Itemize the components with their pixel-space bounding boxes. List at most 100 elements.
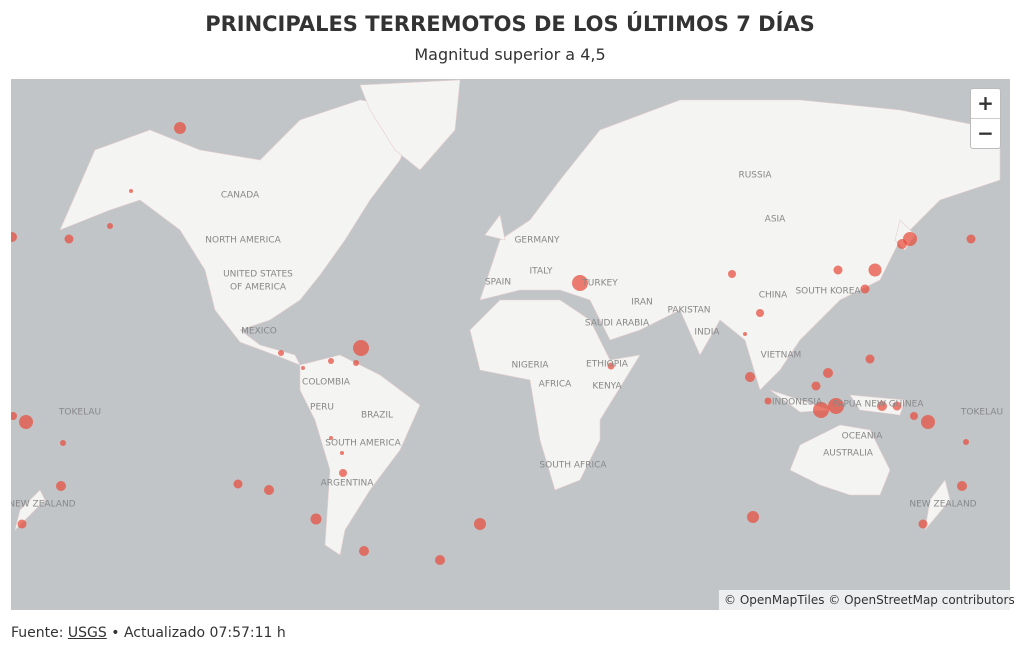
place-label: NEW ZEALAND — [11, 500, 76, 510]
place-label: SOUTH KOREA — [795, 287, 861, 297]
quake — [921, 415, 935, 429]
place-label: SPAIN — [485, 278, 511, 288]
place-label: GERMANY — [514, 236, 560, 246]
attribution: © OpenMapTiles © OpenStreetMap contribut… — [719, 590, 1020, 610]
place-label: CHINA — [759, 291, 788, 301]
place-label: BRAZIL — [361, 411, 393, 421]
place-label: IRAN — [631, 298, 652, 308]
place-label: ETHIOPIA — [586, 360, 629, 370]
quake — [353, 360, 359, 366]
quake — [823, 368, 833, 378]
place-label: ARGENTINA — [321, 479, 375, 489]
place-label: KENYA — [592, 382, 622, 392]
zoom-in-button[interactable]: + — [971, 89, 1000, 119]
place-label: MEXICO — [241, 327, 277, 337]
place-label: AFRICA — [539, 380, 573, 390]
quake — [107, 223, 113, 229]
quake — [897, 239, 907, 249]
quake — [607, 362, 615, 370]
quake — [811, 381, 821, 391]
quake — [339, 469, 347, 477]
place-label: INDIA — [694, 328, 720, 338]
quake — [756, 309, 764, 317]
title: PRINCIPALES TERREMOTOS DE LOS ÚLTIMOS 7 … — [205, 12, 815, 36]
quake — [11, 232, 17, 242]
quake — [957, 481, 967, 491]
place-label: PAKISTAN — [668, 306, 711, 316]
place-label: TOKELAU — [960, 408, 1003, 418]
place-label: PAPUA NEW GUINEA — [832, 400, 924, 410]
quake — [474, 518, 486, 530]
place-label: OCEANIA — [842, 432, 884, 442]
quake — [340, 451, 344, 455]
quake — [877, 401, 887, 411]
quake — [828, 398, 844, 414]
quake — [353, 340, 369, 356]
quake — [910, 412, 918, 420]
place-label: NORTH AMERICA — [205, 236, 281, 246]
place-label: RUSSIA — [738, 171, 772, 181]
quake — [301, 366, 305, 370]
map-layer: CANADA NORTH AMERICA UNITED STATES OF AM… — [11, 79, 1010, 610]
zoom-control: + − — [970, 88, 1001, 149]
place-label: TURKEY — [581, 279, 618, 289]
quake — [329, 436, 333, 440]
quake — [19, 415, 33, 429]
quake — [174, 122, 186, 134]
place-label: SAUDI ARABIA — [585, 319, 650, 329]
quake — [745, 372, 755, 382]
place-label: SOUTH AFRICA — [539, 461, 607, 471]
quake — [833, 265, 843, 275]
place-label: AUSTRALIA — [823, 449, 874, 459]
place-label: CANADA — [221, 191, 260, 201]
quake — [963, 439, 969, 445]
quake — [17, 519, 27, 529]
place-label: PERU — [310, 403, 334, 413]
quake — [310, 513, 322, 525]
quake — [60, 440, 66, 446]
quake — [56, 481, 66, 491]
quake — [764, 397, 772, 405]
place-label: VIETNAM — [761, 351, 802, 361]
place-label: NEW ZEALAND — [909, 500, 976, 510]
quake — [435, 555, 445, 565]
place-labels: CANADA NORTH AMERICA UNITED STATES OF AM… — [11, 171, 1003, 510]
quake — [359, 546, 369, 556]
quake — [233, 479, 243, 489]
place-label: INDONESIA — [772, 398, 823, 408]
place-label: COLOMBIA — [302, 378, 351, 388]
updated: • Actualizado 07:57:11 h — [111, 625, 286, 641]
place-label: TOKELAU — [58, 408, 101, 418]
quake — [64, 234, 74, 244]
quake — [129, 189, 133, 193]
quake — [865, 354, 875, 364]
quake — [572, 275, 588, 291]
quake — [868, 263, 882, 277]
quake — [743, 332, 747, 336]
quake — [918, 519, 928, 529]
place-label: NIGERIA — [511, 361, 549, 371]
earthquakes — [11, 122, 976, 565]
quake — [892, 401, 902, 411]
quake — [966, 234, 976, 244]
map: CANADA NORTH AMERICA UNITED STATES OF AM… — [11, 79, 1010, 610]
place-label: OF AMERICA — [230, 283, 287, 293]
quake — [813, 402, 829, 418]
quake — [11, 412, 17, 420]
quake — [264, 485, 274, 495]
quake — [860, 284, 870, 294]
source-link[interactable]: USGS — [67, 625, 107, 641]
quake — [728, 270, 736, 278]
quake — [278, 350, 284, 356]
zoom-out-button[interactable]: − — [977, 121, 994, 145]
quake — [328, 358, 334, 364]
subtitle: Magnitud superior a 4,5 — [414, 45, 606, 64]
footer: Fuente: USGS • Actualizado 07:57:11 h — [11, 625, 286, 641]
place-label: ASIA — [765, 215, 787, 225]
place-label: SOUTH AMERICA — [325, 439, 401, 449]
place-label: UNITED STATES — [223, 270, 293, 280]
place-label: ITALY — [530, 267, 553, 277]
source-label: Fuente: — [11, 625, 64, 641]
quake — [747, 511, 759, 523]
